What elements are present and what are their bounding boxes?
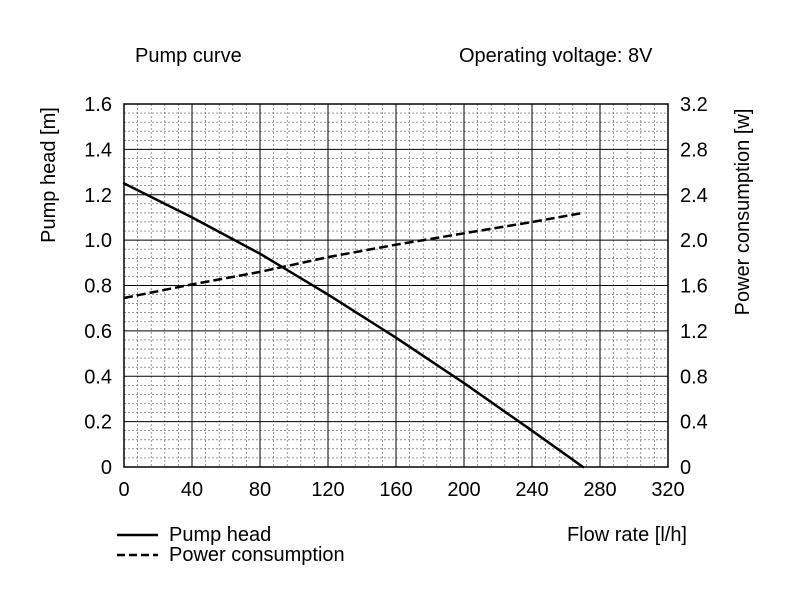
major-grid (124, 104, 668, 467)
x-tick-labels: 0 40 80 120 160 200 240 280 320 (118, 479, 684, 501)
series-line-power-consumption (123, 211, 584, 300)
y2-tick-label: 0.8 (680, 366, 708, 388)
series-line-pump-head (122, 182, 585, 469)
y2-tick-labels: 0 0.4 0.8 1.2 1.6 2.0 2.4 2.8 3.2 (680, 94, 708, 479)
y-tick-label: 0.4 (84, 366, 112, 388)
x-tick-label: 160 (379, 479, 412, 501)
y-tick-label: 1.2 (84, 185, 112, 207)
y-tick-labels: 0 0.2 0.4 0.6 0.8 1.0 1.2 1.4 1.6 (84, 94, 112, 479)
legend-label-pump-head: Pump head (169, 524, 271, 546)
y-tick-label: 0 (101, 457, 112, 479)
x-tick-label: 240 (515, 479, 548, 501)
y2-tick-label: 1.6 (680, 276, 708, 298)
plot-frame (123, 103, 669, 468)
series-layer (122, 182, 585, 469)
y-tick-label: 1.6 (84, 94, 112, 116)
x-tick-label: 0 (118, 479, 129, 501)
x-tick-label: 40 (181, 479, 203, 501)
y2-tick-label: 3.2 (680, 94, 708, 116)
y2-tick-label: 0 (680, 457, 691, 479)
x-axis-label: Flow rate [l/h] (567, 524, 687, 546)
y-tick-label: 1.4 (84, 139, 112, 161)
y-tick-label: 1.0 (84, 230, 112, 252)
y2-tick-label: 0.4 (680, 412, 708, 434)
legend-label-power-consumption: Power consumption (169, 544, 345, 566)
chart-title: Pump curve (135, 45, 242, 67)
y2-tick-label: 2.0 (680, 230, 708, 252)
y2-tick-label: 2.4 (680, 185, 708, 207)
y-axis-label: Pump head [m] (38, 107, 60, 243)
y-tick-label: 0.2 (84, 412, 112, 434)
y-tick-label: 0.8 (84, 276, 112, 298)
legend: Pump head Power consumption (117, 524, 345, 566)
y-tick-label: 0.6 (84, 321, 112, 343)
chart-subtitle: Operating voltage: 8V (459, 45, 653, 67)
x-tick-label: 320 (651, 479, 684, 501)
y2-tick-label: 1.2 (680, 321, 708, 343)
x-tick-label: 120 (311, 479, 344, 501)
y2-axis-label: Power consumption [w] (732, 109, 754, 316)
x-tick-label: 80 (249, 479, 271, 501)
y2-tick-label: 2.8 (680, 139, 708, 161)
x-tick-label: 200 (447, 479, 480, 501)
x-tick-label: 280 (583, 479, 616, 501)
